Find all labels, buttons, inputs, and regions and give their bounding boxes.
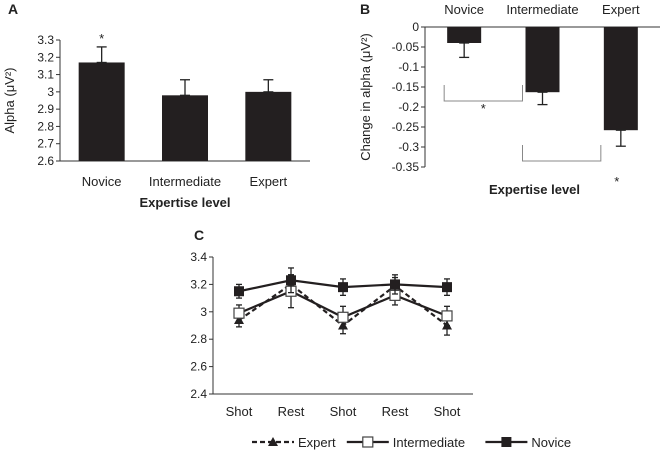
panel-c-x-tick-label: Shot: [226, 404, 253, 419]
panel-a-x-tick-label: Expert: [250, 174, 288, 189]
panel-c-y-tick-label: 2.4: [190, 387, 207, 401]
panel-c-point-novice: [286, 275, 296, 286]
panel-a-bar-novice: [78, 62, 125, 161]
panel-b-bar-intermediate: [525, 27, 560, 93]
panel-a-y-tick-label: 2.9: [37, 102, 54, 116]
panel-a-x-tick-label: Novice: [82, 174, 122, 189]
panel-a-x-tick-label: Intermediate: [149, 174, 221, 189]
panel-b-y-tick-label: -0.15: [392, 80, 420, 94]
panel-a-y-tick-label: 3: [47, 85, 54, 99]
panel-a-y-tick-label: 2.6: [37, 154, 54, 168]
panel-b-significance-star: *: [481, 101, 486, 116]
panel-c-point-intermediate: [337, 311, 349, 323]
panel-c-x-tick-label: Rest: [278, 404, 305, 419]
panel-c-y-tick-label: 2.8: [190, 332, 207, 346]
panel-b-x-tick-label: Intermediate: [506, 2, 578, 17]
panel-c-point-novice: [442, 282, 452, 293]
panel-c-point-novice: [338, 282, 348, 293]
panel-a-y-tick-label: 2.8: [37, 119, 54, 133]
panel-c-y-tick-label: 3: [200, 305, 207, 319]
panel-b-letter: B: [360, 1, 370, 17]
panel-b-significance-star: *: [614, 174, 619, 189]
panel-b-significance-bracket: [443, 85, 523, 102]
panel-c-x-tick-label: Rest: [382, 404, 409, 419]
panel-c-point-novice: [234, 286, 244, 297]
panel-b-y-tick-label: 0: [412, 20, 419, 34]
legend-label-expert: Expert: [298, 435, 336, 450]
panel-b-y-tick-label: -0.2: [398, 100, 419, 114]
panel-a-y-tick-label: 3.3: [37, 33, 54, 47]
panel-a-y-tick-label: 2.7: [37, 137, 54, 151]
panel-a-x-axis-title: Expertise level: [139, 195, 230, 210]
panel-a-y-tick-label: 3.2: [37, 50, 54, 64]
panel-b-y-tick-label: -0.25: [392, 120, 420, 134]
panel-c-letter: C: [194, 227, 204, 243]
panel-a-letter: A: [8, 1, 18, 17]
panel-c-y-tick-label: 3.2: [190, 277, 207, 291]
panel-a-significance-star: *: [99, 31, 104, 46]
panel-c-point-novice: [390, 279, 400, 290]
panel-b-bar-expert: [603, 27, 638, 131]
panel-c-y-tick-label: 2.6: [190, 360, 207, 374]
panel-a-y-axis-title: Alpha (μV²): [2, 67, 17, 133]
panel-b-bar-novice: [447, 27, 482, 43]
panel-b-significance-bracket: [522, 145, 602, 162]
panel-c-y-tick-label: 3.4: [190, 250, 207, 264]
panel-b-x-tick-label: Novice: [444, 2, 484, 17]
panel-a-bar-expert: [245, 91, 292, 161]
panel-c-x-tick-label: Shot: [330, 404, 357, 419]
panel-b-x-tick-label: Expert: [602, 2, 640, 17]
panel-a-bar-intermediate: [162, 95, 208, 161]
panel-c-x-tick-label: Shot: [434, 404, 461, 419]
legend-label-novice: Novice: [531, 435, 571, 450]
panel-b-y-tick-label: -0.1: [398, 60, 419, 74]
legend-marker-expert: [268, 437, 278, 446]
panel-b-y-tick-label: -0.35: [392, 160, 420, 174]
panel-b-y-tick-label: -0.05: [392, 40, 420, 54]
panel-a-y-tick-label: 3.1: [37, 68, 54, 82]
panel-c-point-intermediate: [441, 310, 453, 322]
panel-b-x-axis-title: Expertise level: [489, 182, 580, 197]
panel-c-point-intermediate: [233, 307, 245, 319]
panel-b-y-axis-title: Change in alpha (μV²): [358, 33, 373, 160]
legend-label-intermediate: Intermediate: [393, 435, 465, 450]
legend-marker-intermediate: [362, 436, 374, 448]
panel-b-y-tick-label: -0.3: [398, 140, 419, 154]
legend-marker-novice: [501, 437, 512, 447]
